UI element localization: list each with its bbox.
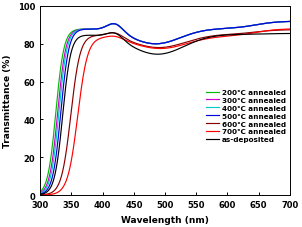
300℃ annealed xyxy=(198,31,201,34)
300℃ annealed xyxy=(38,192,42,194)
400℃ annealed xyxy=(54,144,57,147)
as-deposited xyxy=(190,42,194,45)
500℃ annealed xyxy=(253,25,257,27)
500℃ annealed xyxy=(54,158,57,161)
300℃ annealed xyxy=(228,28,231,30)
700℃ annealed xyxy=(183,44,187,46)
300℃ annealed xyxy=(183,35,187,38)
400℃ annealed xyxy=(38,192,42,195)
as-deposited xyxy=(110,32,114,35)
600℃ annealed xyxy=(253,32,257,34)
as-deposited xyxy=(288,33,292,36)
as-deposited xyxy=(254,34,257,36)
200℃ annealed xyxy=(190,33,194,36)
600℃ annealed xyxy=(190,40,194,43)
Line: 300℃ annealed: 300℃ annealed xyxy=(40,22,290,193)
200℃ annealed xyxy=(253,25,257,27)
Line: 600℃ annealed: 600℃ annealed xyxy=(40,31,290,195)
Line: 500℃ annealed: 500℃ annealed xyxy=(40,22,290,194)
200℃ annealed xyxy=(198,31,201,34)
700℃ annealed xyxy=(54,192,57,195)
300℃ annealed xyxy=(190,33,194,36)
700℃ annealed xyxy=(228,35,231,38)
700℃ annealed xyxy=(288,29,292,31)
400℃ annealed xyxy=(253,25,257,27)
500℃ annealed xyxy=(288,21,292,24)
as-deposited xyxy=(184,45,187,48)
500℃ annealed xyxy=(38,193,42,196)
Line: 400℃ annealed: 400℃ annealed xyxy=(40,22,290,194)
600℃ annealed xyxy=(198,38,201,41)
700℃ annealed xyxy=(38,194,42,197)
200℃ annealed xyxy=(54,114,57,117)
300℃ annealed xyxy=(288,21,292,24)
200℃ annealed xyxy=(38,190,42,193)
as-deposited xyxy=(54,170,57,173)
Y-axis label: Transmittance (%): Transmittance (%) xyxy=(3,54,12,148)
as-deposited xyxy=(198,39,201,42)
Line: 200℃ annealed: 200℃ annealed xyxy=(40,22,290,192)
500℃ annealed xyxy=(198,31,201,34)
200℃ annealed xyxy=(183,35,187,38)
Legend: 200℃ annealed, 300℃ annealed, 400℃ annealed, 500℃ annealed, 600℃ annealed, 700℃ : 200℃ annealed, 300℃ annealed, 400℃ annea… xyxy=(206,90,286,143)
X-axis label: Wavelength (nm): Wavelength (nm) xyxy=(121,215,209,224)
400℃ annealed xyxy=(190,33,194,36)
400℃ annealed xyxy=(198,31,201,34)
500℃ annealed xyxy=(190,33,194,36)
200℃ annealed xyxy=(228,28,231,30)
300℃ annealed xyxy=(54,133,57,135)
400℃ annealed xyxy=(288,21,292,24)
400℃ annealed xyxy=(183,35,187,38)
600℃ annealed xyxy=(183,42,187,44)
200℃ annealed xyxy=(288,21,292,24)
700℃ annealed xyxy=(190,42,194,44)
600℃ annealed xyxy=(228,34,231,37)
600℃ annealed xyxy=(54,188,57,191)
as-deposited xyxy=(228,34,232,37)
700℃ annealed xyxy=(198,40,201,42)
400℃ annealed xyxy=(228,28,231,30)
300℃ annealed xyxy=(253,25,257,27)
500℃ annealed xyxy=(228,28,231,30)
as-deposited xyxy=(38,193,42,196)
500℃ annealed xyxy=(183,35,187,38)
600℃ annealed xyxy=(288,29,292,32)
Line: 700℃ annealed: 700℃ annealed xyxy=(40,30,290,195)
600℃ annealed xyxy=(38,194,42,196)
700℃ annealed xyxy=(253,32,257,35)
Line: as-deposited: as-deposited xyxy=(40,34,290,195)
